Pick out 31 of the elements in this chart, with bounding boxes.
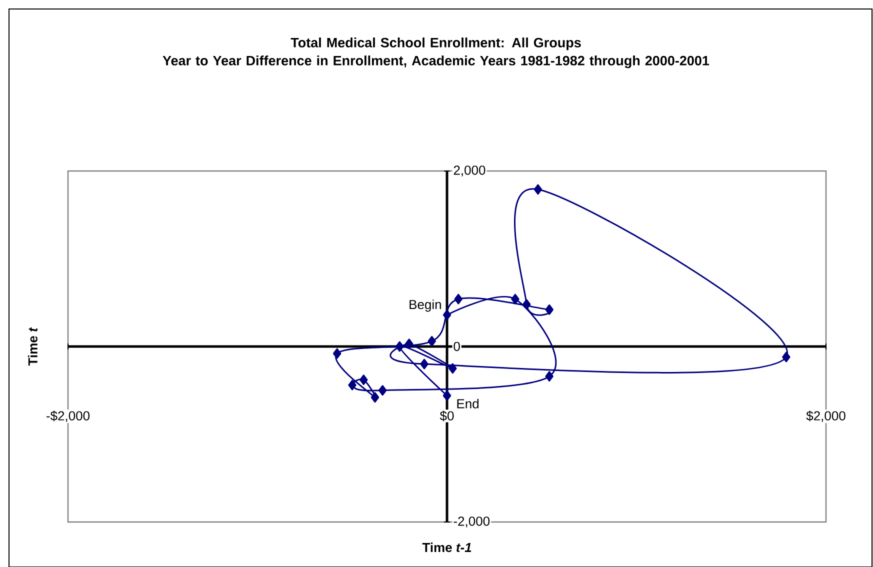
y-tick-label: 2,000 bbox=[454, 166, 486, 176]
x-tick-label: -$2,000 bbox=[46, 410, 90, 422]
point bbox=[522, 299, 531, 310]
point bbox=[442, 310, 452, 320]
x-axis-title: Time t-1 bbox=[422, 542, 472, 552]
x-tick-label: $0 bbox=[440, 410, 454, 422]
y-tick-label: 0 bbox=[454, 342, 460, 352]
point bbox=[545, 371, 554, 382]
point bbox=[454, 294, 463, 304]
x-tick-label: $2,000 bbox=[806, 410, 846, 422]
point bbox=[511, 294, 520, 304]
y-axis-title: Time t bbox=[28, 327, 38, 366]
point bbox=[428, 336, 436, 346]
point bbox=[370, 392, 380, 403]
point bbox=[782, 352, 790, 362]
point bbox=[378, 385, 387, 396]
point bbox=[404, 338, 414, 350]
chart-subtitle: Year to Year Difference in Enrollment, Academic Years 1981-1982 through 2000-2001 bbox=[162, 56, 710, 68]
point bbox=[448, 363, 457, 374]
point bbox=[332, 348, 342, 359]
annotation: End bbox=[457, 398, 478, 408]
chart-title: Total Medical School Enrollment: All Groups bbox=[290, 38, 581, 50]
y-tick-label: -2,000 bbox=[454, 516, 490, 528]
point bbox=[348, 380, 356, 390]
point bbox=[396, 341, 404, 352]
annotation: Begin bbox=[410, 300, 441, 312]
point bbox=[545, 304, 554, 315]
point bbox=[420, 358, 428, 370]
point bbox=[534, 184, 542, 195]
point bbox=[442, 390, 452, 401]
point bbox=[360, 374, 368, 386]
